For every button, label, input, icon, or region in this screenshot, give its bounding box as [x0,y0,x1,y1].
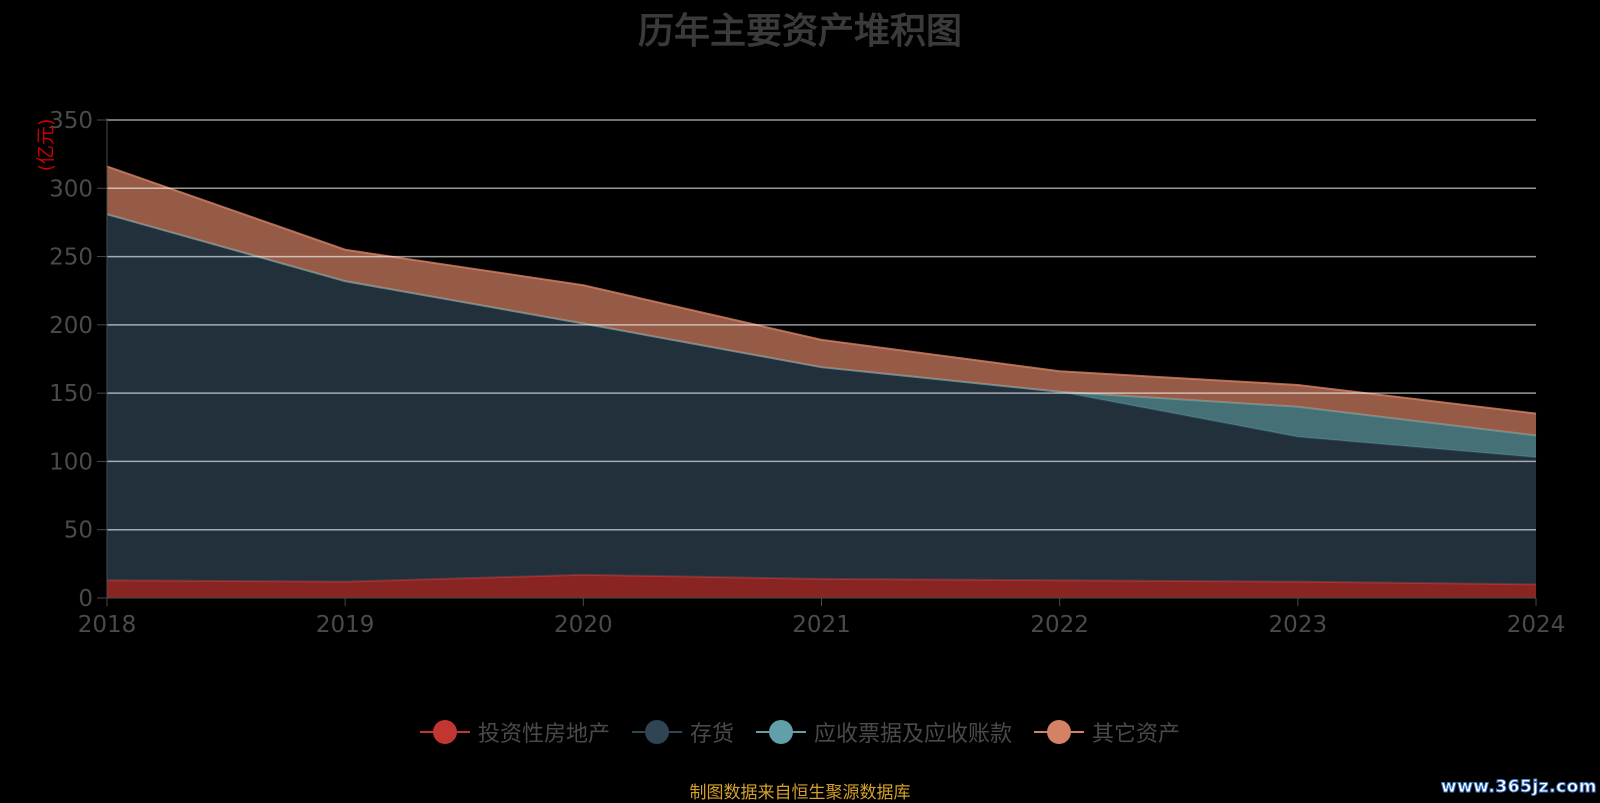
area-series-3 [107,166,1536,436]
x-tick-label: 2023 [1269,612,1328,638]
area-series-line-3 [106,165,1537,415]
axes: 0 50 100 150 200 250 300 350 2018 2019 2020 2021 202… [49,108,1565,638]
area-series-0 [107,574,1536,598]
y-tick-label: 150 [49,381,93,407]
legend-item-2[interactable]: 应收票据及应收账款 [756,716,1012,748]
legend-label: 应收票据及应收账款 [814,722,1013,747]
source-note: 制图数据来自恒生聚源数据库 [689,783,911,803]
x-tick-label: 2022 [1030,612,1089,638]
chart-title: 历年主要资产堆积图 [637,11,962,52]
area-series-1 [107,214,1536,585]
legend-marker-icon [756,719,806,745]
x-tick-label: 2019 [316,612,375,638]
x-tick-label: 2021 [792,612,851,638]
y-tick-label: 0 [78,586,93,612]
legend-label: 其它资产 [1092,722,1181,747]
legend-marker-icon [1034,719,1085,745]
gridlines [107,119,1536,531]
legend: 投资性房地产 存货 应收票据及应收账款 其它资产 [0,716,1600,748]
legend-label: 投资性房地产 [477,722,610,747]
legend-item-1[interactable]: 存货 [631,716,734,748]
y-tick-label: 200 [49,313,93,339]
y-tick-label: 50 [64,518,93,544]
x-tick-label: 2024 [1507,612,1566,638]
legend-label: 存货 [689,722,734,747]
area-series-2 [107,214,1536,458]
x-tick-label: 2020 [554,612,613,638]
area-layers [106,165,1537,598]
y-tick-label: 300 [49,176,93,202]
watermark: www.365jz.com [1440,777,1597,798]
legend-marker-icon [419,719,470,745]
x-tick-label: 2018 [78,612,137,638]
y-tick-label: 350 [49,108,93,134]
y-axis-unit-label: (亿元) [35,119,57,172]
legend-item-3[interactable]: 其它资产 [1034,716,1180,748]
y-tick-label: 250 [49,245,93,271]
y-tick-label: 100 [49,449,93,475]
legend-item-0[interactable]: 投资性房地产 [419,716,610,748]
legend-marker-icon [631,719,682,745]
